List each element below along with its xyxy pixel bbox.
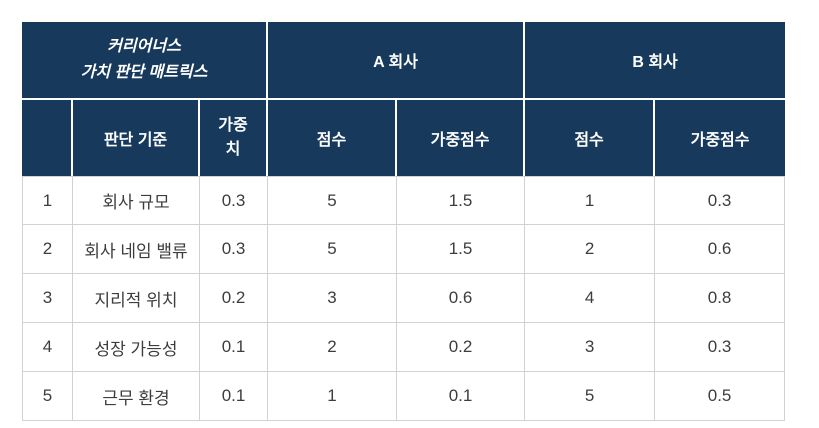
company-b-score-cell: 3 bbox=[525, 323, 656, 372]
company-b-header: B 회사 bbox=[525, 22, 786, 100]
company-a-weighted-score-cell: 1.5 bbox=[397, 176, 526, 225]
company-b-score-cell: 5 bbox=[525, 372, 656, 421]
company-a-weighted-score-cell: 0.6 bbox=[397, 274, 526, 323]
company-a-weighted-score-header: 가중점수 bbox=[397, 100, 526, 176]
company-b-score-header: 점수 bbox=[525, 100, 656, 176]
weight-cell: 0.1 bbox=[200, 323, 269, 372]
table-row: 2 회사 네임 밸류 0.3 5 1.5 2 0.6 bbox=[22, 225, 786, 274]
matrix-title: 커리어너스 가치 판단 매트릭스 bbox=[22, 22, 269, 100]
criterion-cell: 성장 가능성 bbox=[73, 323, 200, 372]
criterion-cell: 회사 규모 bbox=[73, 176, 200, 225]
criterion-header: 판단 기준 bbox=[73, 100, 200, 176]
row-number-cell: 5 bbox=[22, 372, 73, 421]
criterion-cell: 근무 환경 bbox=[73, 372, 200, 421]
company-b-weighted-score-cell: 0.3 bbox=[655, 176, 786, 225]
company-b-score-cell: 4 bbox=[525, 274, 656, 323]
criterion-cell: 지리적 위치 bbox=[73, 274, 200, 323]
weight-header: 가중치 bbox=[200, 100, 269, 176]
row-number-cell: 2 bbox=[22, 225, 73, 274]
company-a-score-header: 점수 bbox=[268, 100, 398, 176]
table-row: 1 회사 규모 0.3 5 1.5 1 0.3 bbox=[22, 176, 786, 225]
table-row: 3 지리적 위치 0.2 3 0.6 4 0.8 bbox=[22, 274, 786, 323]
company-a-weighted-score-cell: 1.5 bbox=[397, 225, 526, 274]
company-b-weighted-score-cell: 0.5 bbox=[655, 372, 786, 421]
table-row: 5 근무 환경 0.1 1 0.1 5 0.5 bbox=[22, 372, 786, 421]
table-row: 4 성장 가능성 0.1 2 0.2 3 0.3 bbox=[22, 323, 786, 372]
weight-cell: 0.3 bbox=[200, 225, 269, 274]
company-a-header: A 회사 bbox=[268, 22, 526, 100]
company-b-weighted-score-header: 가중점수 bbox=[655, 100, 786, 176]
row-number-header bbox=[22, 100, 73, 176]
table-body: 1 회사 규모 0.3 5 1.5 1 0.3 2 회사 네임 밸류 0.3 5… bbox=[22, 176, 786, 421]
company-a-score-cell: 5 bbox=[268, 176, 398, 225]
weight-cell: 0.1 bbox=[200, 372, 269, 421]
value-judgment-matrix-table: 커리어너스 가치 판단 매트릭스 A 회사 B 회사 판단 기준 가중치 점수 … bbox=[22, 22, 786, 421]
weight-cell: 0.2 bbox=[200, 274, 269, 323]
column-header-row: 판단 기준 가중치 점수 가중점수 점수 가중점수 bbox=[22, 100, 786, 176]
table-header: 커리어너스 가치 판단 매트릭스 A 회사 B 회사 판단 기준 가중치 점수 … bbox=[22, 22, 786, 176]
group-header-row: 커리어너스 가치 판단 매트릭스 A 회사 B 회사 bbox=[22, 22, 786, 100]
row-number-cell: 4 bbox=[22, 323, 73, 372]
criterion-cell: 회사 네임 밸류 bbox=[73, 225, 200, 274]
company-a-score-cell: 2 bbox=[268, 323, 398, 372]
company-b-score-cell: 1 bbox=[525, 176, 656, 225]
weight-cell: 0.3 bbox=[200, 176, 269, 225]
company-b-score-cell: 2 bbox=[525, 225, 656, 274]
company-a-score-cell: 5 bbox=[268, 225, 398, 274]
company-a-weighted-score-cell: 0.2 bbox=[397, 323, 526, 372]
company-a-score-cell: 1 bbox=[268, 372, 398, 421]
company-b-weighted-score-cell: 0.3 bbox=[655, 323, 786, 372]
row-number-cell: 1 bbox=[22, 176, 73, 225]
company-b-weighted-score-cell: 0.6 bbox=[655, 225, 786, 274]
company-a-score-cell: 3 bbox=[268, 274, 398, 323]
company-b-weighted-score-cell: 0.8 bbox=[655, 274, 786, 323]
company-a-weighted-score-cell: 0.1 bbox=[397, 372, 526, 421]
row-number-cell: 3 bbox=[22, 274, 73, 323]
